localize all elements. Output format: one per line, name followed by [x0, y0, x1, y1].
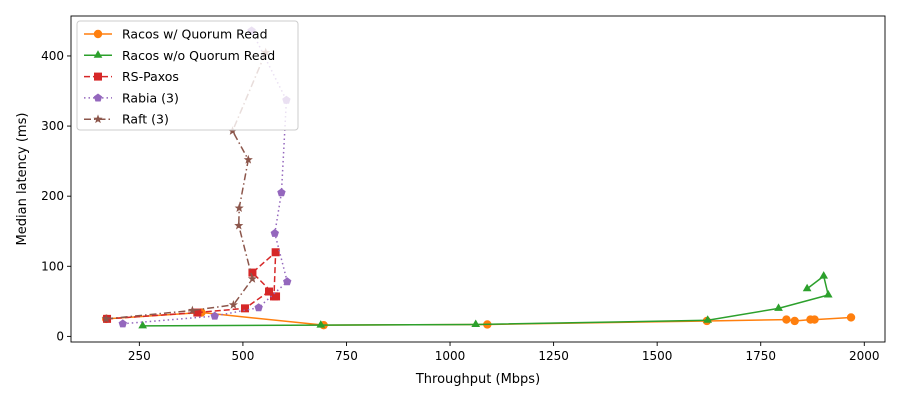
series-line: [142, 275, 829, 327]
data-point: [234, 203, 244, 212]
data-point: [270, 228, 279, 237]
data-point: [248, 268, 257, 277]
y-tick-label: 0: [56, 329, 64, 343]
y-axis-ticks: 0 100 200 300 400: [41, 49, 71, 343]
data-point: [271, 248, 280, 257]
data-point: [228, 300, 238, 309]
data-point: [254, 303, 263, 312]
legend-marker: [93, 29, 103, 39]
legend-marker: [94, 72, 102, 81]
data-point: [283, 277, 292, 286]
data-point: [234, 220, 244, 230]
x-tick-label: 1250: [538, 349, 569, 363]
data-point: [774, 303, 783, 311]
data-point: [471, 319, 481, 327]
legend-marker: [93, 93, 103, 102]
y-axis-label: Median latency (ms): [15, 113, 30, 246]
data-point: [277, 188, 286, 197]
x-tick-label: 500: [231, 349, 254, 363]
y-tick-label: 300: [41, 119, 64, 133]
x-tick-label: 1500: [642, 349, 673, 363]
x-axis-label: Throughput (Mbps): [415, 372, 540, 387]
data-point: [101, 314, 111, 323]
data-point: [138, 320, 148, 329]
y-tick-label: 400: [41, 49, 64, 63]
legend-marker: [93, 50, 103, 58]
x-tick-label: 2000: [849, 349, 880, 363]
legend: Racos w/ Quorum Read Racos w/o Quorum Rea…: [76, 20, 299, 131]
data-point: [819, 271, 829, 279]
x-axis-ticks: 250 500 750 1000 1250 1500 1750 2000: [128, 342, 880, 363]
data-point: [118, 319, 127, 328]
legend-label: Racos w/o Quorum Read: [122, 48, 275, 63]
legend-item: Racos w/o Quorum Read: [84, 48, 275, 63]
data-point: [187, 305, 197, 315]
data-point: [823, 290, 833, 298]
data-point: [247, 274, 258, 283]
x-tick-label: 750: [335, 349, 358, 363]
data-point: [272, 292, 281, 301]
y-tick-label: 100: [41, 259, 64, 273]
data-point: [240, 304, 249, 313]
series-line: [122, 30, 288, 325]
data-point: [243, 154, 253, 164]
legend-item: Raft (3): [84, 112, 169, 127]
legend-item: Racos w/ Quorum Read: [84, 27, 268, 42]
y-tick-label: 200: [41, 189, 64, 203]
legend-marker: [93, 114, 103, 124]
data-point: [802, 283, 812, 292]
legend-label: RS-Paxos: [122, 69, 179, 84]
axes-frame: [70, 15, 886, 343]
x-tick-label: 250: [128, 349, 151, 363]
data-point: [227, 126, 238, 135]
data-point: [810, 315, 819, 324]
legend-label: Racos w/ Quorum Read: [122, 27, 268, 42]
legend-item: Rabia (3): [84, 90, 179, 105]
data-point: [703, 315, 713, 323]
data-point: [210, 311, 219, 320]
data-point: [782, 315, 791, 324]
data-point: [265, 287, 274, 296]
legend-label: Rabia (3): [122, 90, 179, 105]
legend-box: [76, 20, 299, 131]
data-point: [846, 313, 856, 322]
series-1: [138, 271, 833, 329]
legend-label: Raft (3): [122, 112, 169, 127]
x-tick-label: 1000: [435, 349, 466, 363]
data-point: [193, 308, 202, 317]
x-tick-label: 1750: [745, 349, 776, 363]
data-point: [790, 316, 799, 326]
series-layer: [101, 26, 856, 330]
data-point: [316, 320, 326, 328]
legend-item: RS-Paxos: [84, 69, 179, 84]
